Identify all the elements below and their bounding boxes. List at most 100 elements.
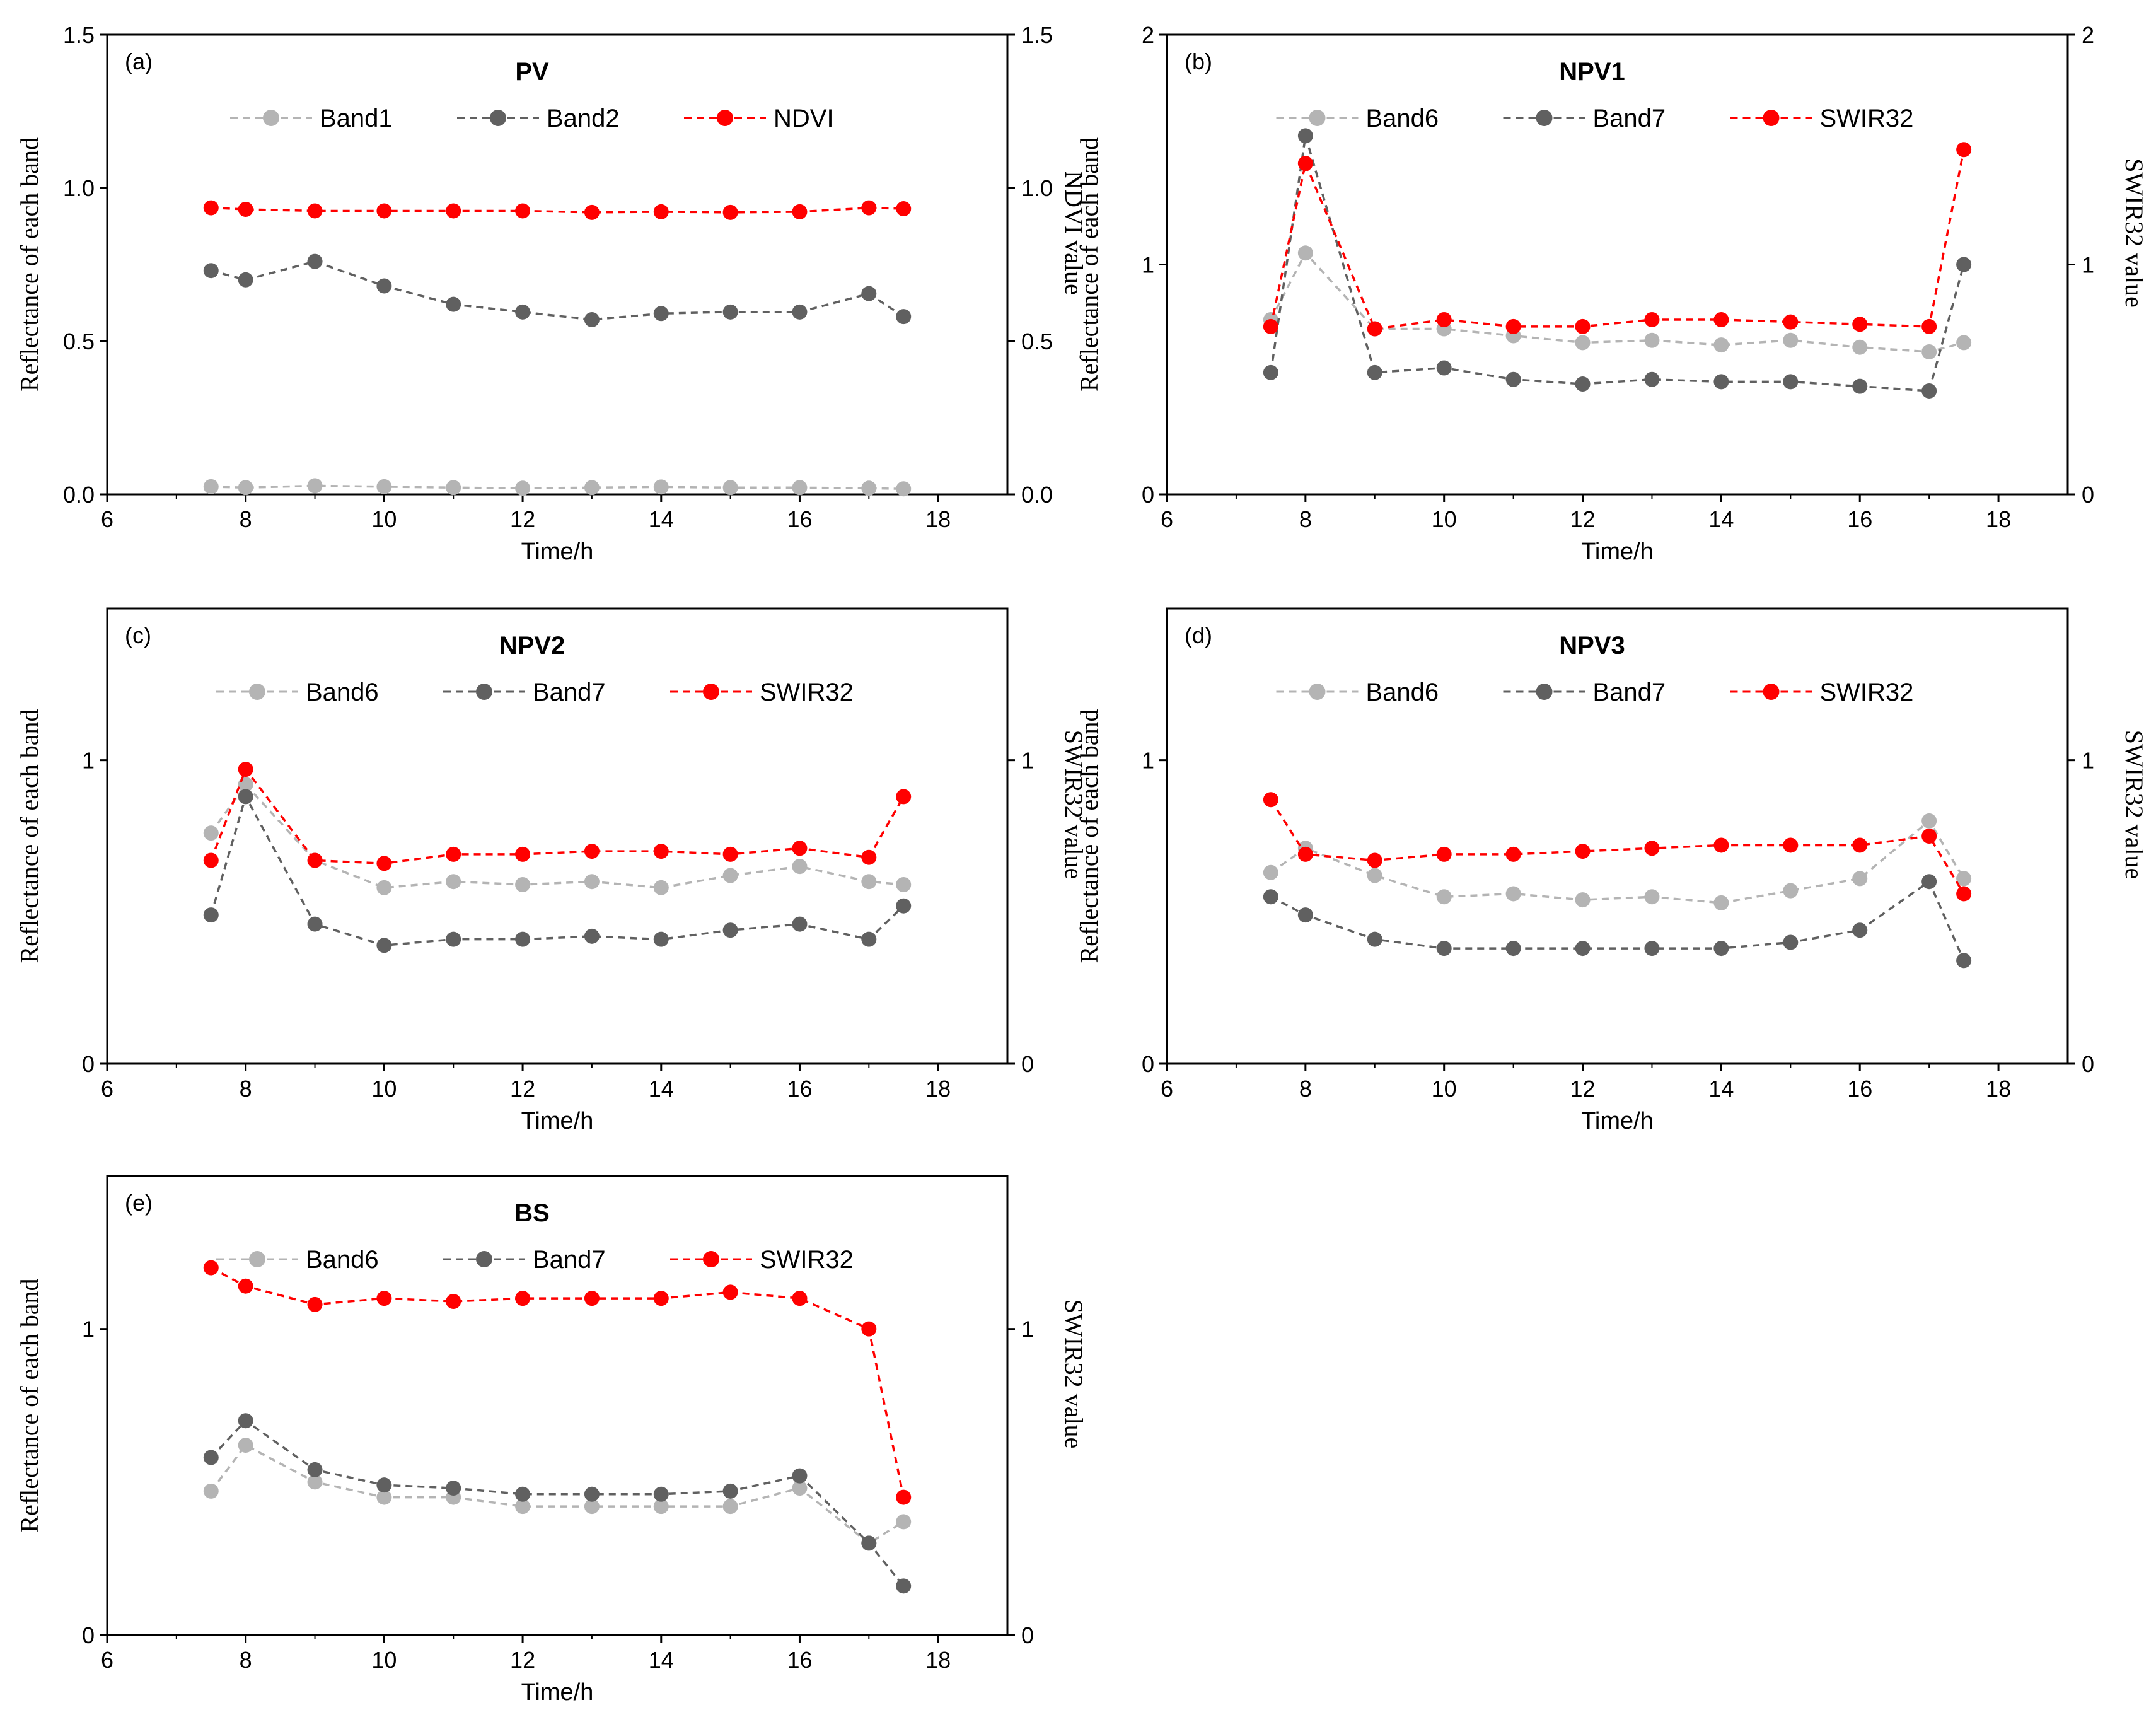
data-point	[307, 203, 323, 219]
data-point	[515, 877, 531, 893]
data-point	[1575, 941, 1591, 957]
data-point	[1852, 922, 1868, 938]
series-line	[1270, 251, 1964, 353]
data-point	[722, 922, 738, 938]
data-point	[1644, 332, 1660, 348]
data-point	[896, 201, 912, 217]
legend-item-swir32: SWIR32	[670, 1246, 854, 1274]
legend-item-swir32: SWIR32	[1730, 678, 1913, 706]
data-point	[792, 1468, 808, 1484]
data-point	[515, 480, 531, 496]
data-point	[1956, 257, 1972, 272]
data-point	[722, 1499, 738, 1515]
data-point	[1263, 792, 1278, 808]
y2-axis-title: SWIR32 value	[2120, 158, 2148, 308]
data-point	[861, 849, 877, 865]
data-point	[1297, 128, 1313, 144]
legend-marker	[1536, 684, 1553, 700]
data-point	[792, 841, 808, 856]
panel-label: (a)	[125, 49, 153, 74]
data-point	[307, 916, 323, 932]
chart-title: NPV1	[1559, 58, 1625, 86]
data-point	[238, 1413, 253, 1429]
legend-marker	[717, 110, 733, 126]
y-tick-label: 0.0	[63, 482, 95, 508]
series-band6	[1263, 245, 1972, 360]
x-tick-label: 8	[240, 1076, 252, 1102]
data-point	[1297, 907, 1313, 923]
data-point	[792, 204, 808, 219]
series-band7	[1263, 874, 1972, 969]
x-tick-label: 18	[1986, 1076, 2011, 1102]
data-point	[307, 852, 323, 868]
data-point	[1713, 837, 1729, 853]
data-point	[1783, 332, 1799, 348]
series-line	[210, 767, 905, 865]
data-point	[861, 480, 877, 496]
data-point	[896, 1578, 912, 1594]
data-point	[1956, 335, 1972, 351]
data-point	[203, 479, 219, 494]
x-tick-label: 16	[787, 1647, 812, 1673]
data-point	[376, 278, 392, 294]
data-point	[722, 480, 738, 496]
legend-label: Band7	[1593, 678, 1666, 706]
data-point	[653, 204, 669, 219]
data-point	[515, 304, 531, 320]
data-point	[861, 1535, 877, 1551]
legend-label: Band6	[306, 1246, 379, 1274]
data-point	[307, 1474, 323, 1490]
legend-label: Band7	[533, 678, 606, 706]
series-line	[210, 1267, 905, 1498]
data-point	[1436, 846, 1452, 862]
y2-tick-label: 1	[1021, 748, 1034, 774]
series-band7	[203, 1413, 912, 1594]
plot-frame	[1166, 607, 2069, 1065]
x-tick-label: 12	[510, 1647, 535, 1673]
series-band7	[1263, 128, 1972, 399]
legend-label: Band7	[1593, 105, 1666, 132]
series-line	[211, 206, 904, 214]
series-band6	[203, 777, 912, 895]
panel-label: (c)	[125, 622, 151, 648]
legend-marker	[1309, 684, 1326, 700]
data-point	[238, 762, 253, 777]
data-point	[792, 1291, 808, 1306]
data-point	[1436, 311, 1452, 327]
x-tick-label: 14	[649, 1647, 674, 1673]
x-tick-label: 10	[371, 1076, 397, 1102]
data-point	[307, 1462, 323, 1477]
data-point	[203, 825, 219, 841]
data-point	[1505, 371, 1521, 387]
legend-marker	[1309, 110, 1326, 126]
x-tick-label: 14	[649, 506, 674, 532]
data-point	[515, 931, 531, 947]
data-point	[238, 480, 253, 496]
data-point	[1644, 311, 1660, 327]
data-point	[722, 204, 738, 220]
data-point	[203, 907, 219, 923]
data-point	[1505, 941, 1521, 957]
data-point	[203, 263, 219, 279]
x-tick-label: 6	[101, 506, 113, 532]
x-tick-label: 16	[1847, 1076, 1872, 1102]
x-tick-label: 12	[1570, 506, 1596, 532]
data-point	[1783, 883, 1799, 899]
data-point	[1852, 339, 1868, 355]
x-tick-label: 8	[240, 1647, 252, 1673]
data-point	[584, 1499, 600, 1515]
y-tick-label: 2	[1142, 22, 1154, 48]
series-ndvi	[203, 200, 912, 220]
y2-tick-label: 1	[2082, 748, 2094, 774]
data-point	[1783, 374, 1799, 390]
series-line	[1270, 819, 1965, 904]
data-point	[515, 203, 531, 219]
data-point	[446, 480, 461, 496]
y2-tick-label: 1	[1021, 1317, 1034, 1342]
data-point	[1575, 335, 1591, 351]
legend-marker	[703, 684, 719, 700]
data-point	[203, 1483, 219, 1499]
legend-item-band7: Band7	[1503, 105, 1666, 132]
y-tick-label: 1.5	[63, 22, 95, 48]
